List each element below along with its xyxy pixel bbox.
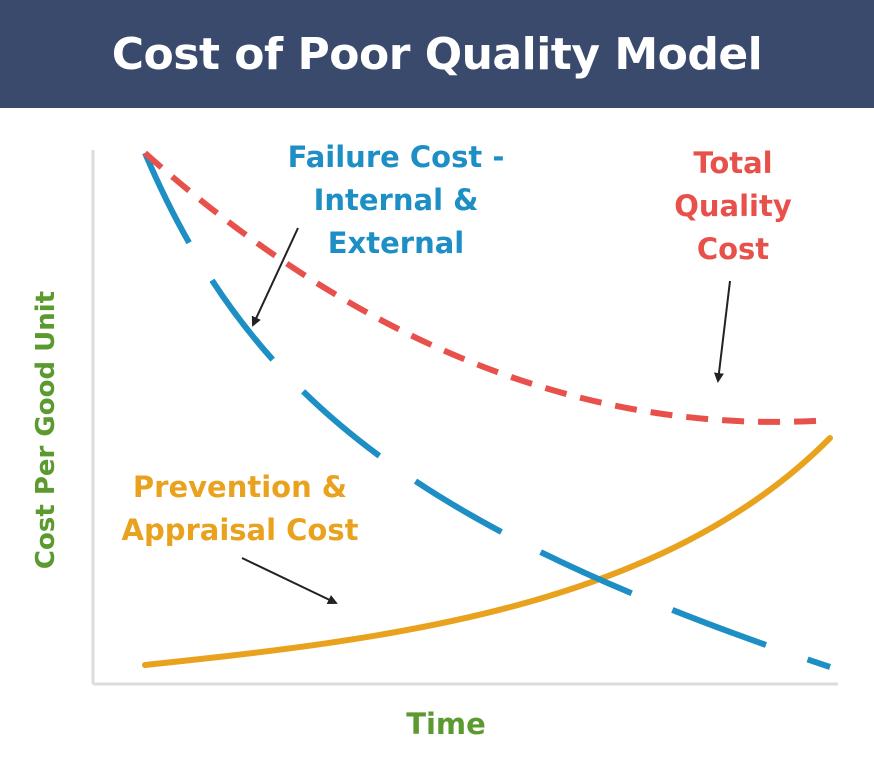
total-cost-arrow [713, 280, 731, 383]
failure-cost-curve [142, 151, 831, 670]
failure-cost-label-line-3: External [327, 226, 465, 260]
total-quality-cost-label: Total Quality Cost [674, 142, 792, 271]
total-cost-label-line-3: Cost [696, 232, 770, 266]
total-cost-label-line-2: Quality [674, 189, 792, 223]
prevention-appraisal-label: Prevention & Appraisal Cost [122, 466, 359, 552]
total-cost-label-line-1: Total [693, 146, 773, 180]
y-axis-label: Cost Per Good Unit [31, 290, 61, 570]
prevention-cost-arrow [241, 557, 338, 605]
failure-cost-label: Failure Cost - Internal & External [288, 136, 505, 265]
failure-cost-arrow [251, 227, 299, 327]
prevention-appraisal-curve [142, 435, 833, 668]
prevention-label-line-1: Prevention & [132, 470, 348, 504]
x-axis-label: Time [406, 707, 486, 741]
failure-cost-label-line-2: Internal & [313, 183, 479, 217]
page-title: Cost of Poor Quality Model [111, 28, 763, 80]
failure-cost-label-line-1: Failure Cost - [287, 140, 505, 174]
title-banner: Cost of Poor Quality Model [0, 0, 874, 108]
prevention-label-line-2: Appraisal Cost [121, 513, 359, 547]
